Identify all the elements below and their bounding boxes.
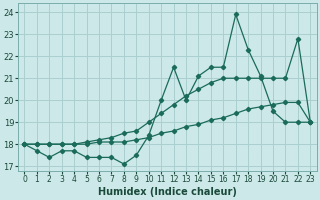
X-axis label: Humidex (Indice chaleur): Humidex (Indice chaleur) (98, 187, 237, 197)
